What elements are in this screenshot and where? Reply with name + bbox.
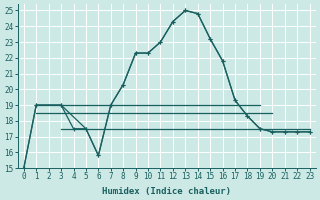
X-axis label: Humidex (Indice chaleur): Humidex (Indice chaleur) [102,187,231,196]
